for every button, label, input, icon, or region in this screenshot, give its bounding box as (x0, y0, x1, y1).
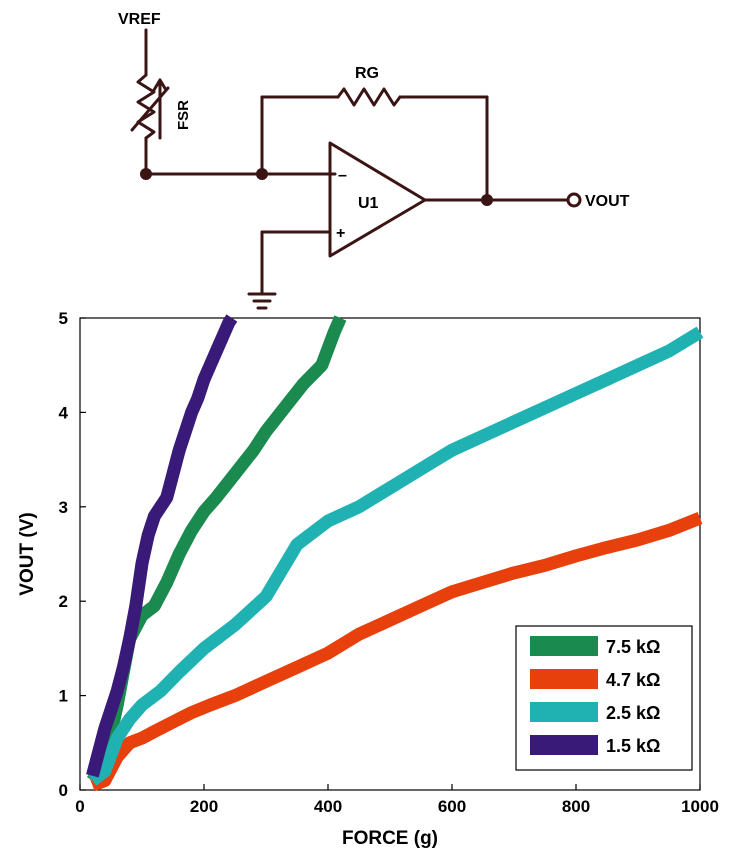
plot-frame (79, 317, 701, 791)
junction-node-input (256, 168, 268, 180)
vref-label: VREF (118, 11, 161, 28)
y-tick-label: 3 (59, 498, 68, 517)
fsr-resistor (136, 73, 156, 140)
vout-terminal (566, 192, 582, 208)
legend-swatch-3 (530, 735, 598, 755)
y-tick-label: 5 (59, 309, 68, 328)
x-tick-label: 0 (75, 797, 84, 816)
fsr-label: FSR (175, 100, 192, 130)
y-tick-label: 4 (59, 403, 69, 422)
x-tick-label: 200 (190, 797, 218, 816)
y-tick-label: 1 (59, 687, 68, 706)
x-tick-label: 800 (562, 797, 590, 816)
legend-label-0: 7.5 kΩ (606, 637, 660, 657)
ticks-layer: 0 200 400 600 800 1000 0 1 2 3 4 5 (59, 309, 719, 816)
x-tick-label: 600 (438, 797, 466, 816)
series-layer (86, 314, 704, 792)
x-tick-label: 1000 (681, 797, 719, 816)
fsr-arrow-head (152, 78, 168, 92)
x-tick-label: 400 (314, 797, 342, 816)
opamp-minus-label: – (338, 167, 347, 184)
y-tick-label: 2 (59, 592, 68, 611)
opamp-label: U1 (358, 195, 379, 212)
legend-label-3: 1.5 kΩ (606, 736, 660, 756)
series-line-1 (90, 512, 703, 792)
fsr-diagonal (130, 86, 170, 132)
opamp-triangle (328, 141, 427, 258)
legend-swatch-1 (530, 669, 598, 689)
rg-label: RG (355, 65, 379, 82)
junction-node-fsr (140, 168, 152, 180)
y-axis-label: VOUT (V) (17, 512, 38, 595)
vout-label: VOUT (585, 193, 630, 210)
series-line-3 (86, 314, 238, 778)
series-line-2 (88, 326, 704, 786)
legend-label-2: 2.5 kΩ (606, 703, 660, 723)
opamp-plus-label: + (336, 225, 345, 242)
legend: 7.5 kΩ 4.7 kΩ 2.5 kΩ 1.5 kΩ (515, 625, 693, 771)
chart: 0 200 400 600 800 1000 0 1 2 3 4 5 FORCE (g) VOUT (… (17, 309, 719, 849)
legend-items: 7.5 kΩ 4.7 kΩ 2.5 kΩ 1.5 kΩ (530, 636, 660, 756)
legend-label-1: 4.7 kΩ (606, 670, 660, 690)
y-tick-label: 0 (59, 781, 68, 800)
legend-swatch-0 (530, 636, 598, 656)
circuit-diagram (130, 28, 569, 310)
legend-swatch-2 (530, 702, 598, 722)
x-axis-label: FORCE (g) (342, 828, 438, 849)
rg-resistor (336, 87, 402, 107)
junction-node-output (481, 194, 493, 206)
